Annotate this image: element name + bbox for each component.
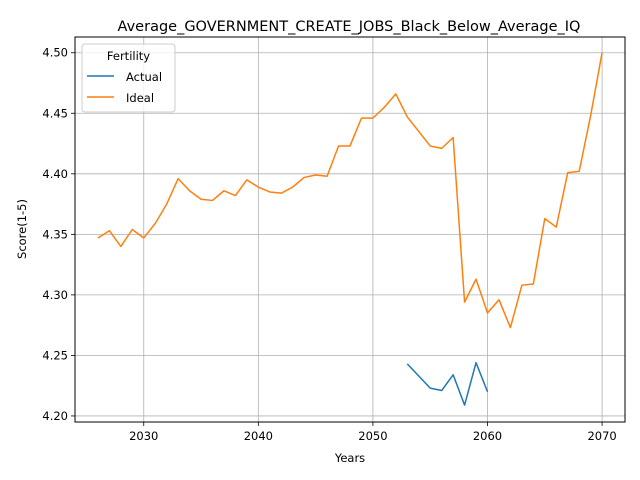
y-tick-label: 4.25 — [42, 348, 68, 362]
x-tick-label: 2030 — [129, 429, 158, 443]
y-tick-label: 4.35 — [42, 227, 68, 241]
chart-title: Average_GOVERNMENT_CREATE_JOBS_Black_Bel… — [118, 19, 581, 35]
legend-title: Fertility — [107, 49, 150, 63]
x-tick-label: 2060 — [473, 429, 502, 443]
x-tick-label: 2050 — [358, 429, 387, 443]
x-axis-label: Years — [334, 451, 365, 465]
x-tick-label: 2070 — [587, 429, 616, 443]
legend-box — [81, 43, 176, 113]
y-tick-label: 4.50 — [42, 46, 68, 60]
plot-frame — [74, 36, 626, 423]
series-line-actual — [406, 361, 489, 406]
grid-lines — [75, 37, 625, 422]
series-line-ideal — [97, 52, 603, 329]
x-tick-label: 2040 — [244, 429, 273, 443]
legend-label-actual: Actual — [126, 70, 162, 84]
series-layer — [97, 52, 603, 406]
y-tick-label: 4.40 — [42, 167, 68, 181]
legend: Fertility Actual Ideal — [81, 43, 176, 113]
legend-label-ideal: Ideal — [126, 91, 154, 105]
y-tick-label: 4.30 — [42, 288, 68, 302]
y-tick-label: 4.20 — [42, 409, 68, 423]
y-axis: 4.20 4.25 4.30 4.35 4.40 4.45 4.50 — [42, 46, 75, 423]
y-axis-label: Score(1-5) — [15, 199, 29, 259]
x-axis: 2030 2040 2050 2060 2070 — [129, 422, 617, 443]
y-tick-label: 4.45 — [42, 106, 68, 120]
